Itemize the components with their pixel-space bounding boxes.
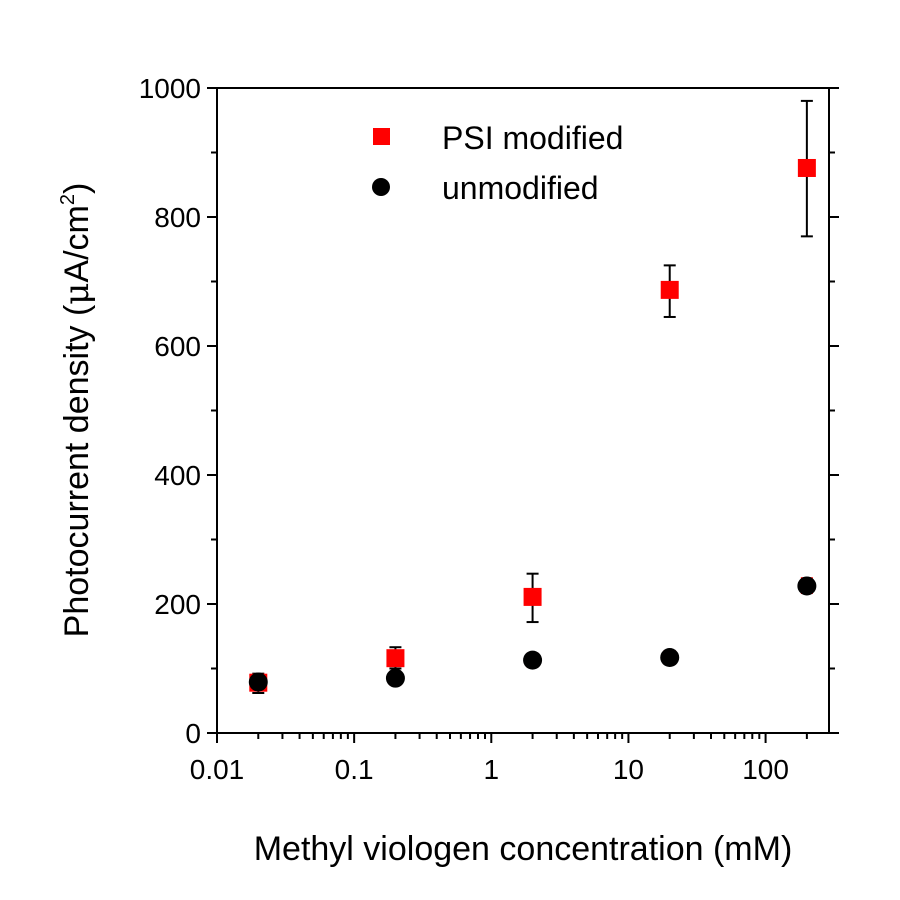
legend-marker-unmodified — [372, 178, 390, 196]
circle-marker — [248, 672, 268, 692]
unmodified-point — [385, 668, 405, 688]
circle-marker — [797, 576, 817, 596]
unmodified-point — [248, 672, 268, 692]
y-tick-label: 1000 — [139, 73, 201, 104]
y-axis-label: Photocurrent density (μA/cm2) — [57, 183, 97, 638]
unmodified-point — [797, 576, 817, 596]
x-tick-label: 100 — [742, 754, 789, 785]
unmodified-point — [523, 650, 543, 670]
x-tick-label: 10 — [613, 754, 644, 785]
square-marker — [660, 280, 679, 299]
legend: PSI modified unmodified — [372, 120, 623, 206]
y-tick-label: 200 — [154, 589, 201, 620]
legend-label-psi-modified: PSI modified — [442, 120, 623, 156]
psi-modified-point — [523, 572, 542, 624]
psi-modified-point — [797, 99, 816, 238]
circle-marker — [385, 668, 405, 688]
circle-marker — [660, 648, 680, 668]
square-marker — [523, 587, 542, 606]
unmodified-point — [660, 648, 680, 668]
x-axis-label: Methyl viologen concentration (mM) — [254, 830, 793, 868]
square-marker — [386, 649, 405, 668]
legend-label-unmodified: unmodified — [442, 170, 599, 206]
y-tick-label: 800 — [154, 202, 201, 233]
legend-marker-psi-modified — [373, 128, 390, 145]
y-tick-label: 0 — [185, 718, 201, 749]
circle-marker — [523, 650, 543, 670]
y-tick-label: 400 — [154, 460, 201, 491]
psi-modified-point — [660, 264, 679, 318]
x-tick-label: 1 — [484, 754, 500, 785]
square-marker — [797, 158, 816, 177]
psi-modified-point — [386, 646, 405, 670]
x-tick-label: 0.1 — [335, 754, 374, 785]
x-tick-label: 0.01 — [190, 754, 245, 785]
y-tick-label: 600 — [154, 331, 201, 362]
